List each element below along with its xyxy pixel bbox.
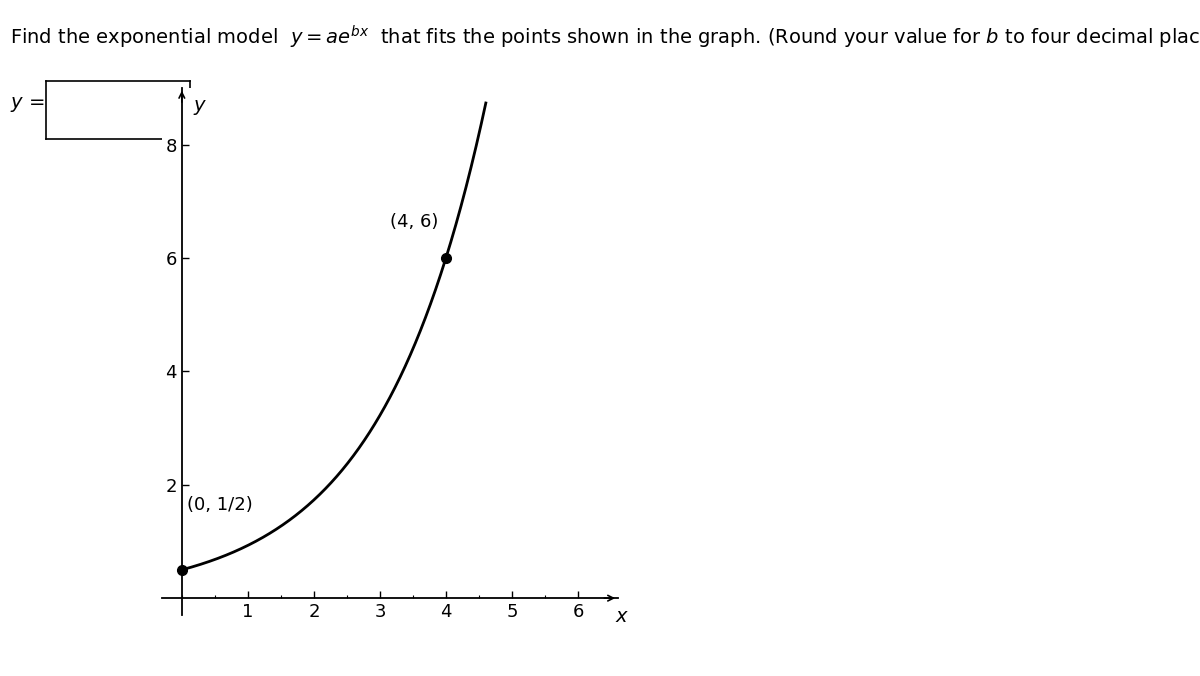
Text: (0, 1/2): (0, 1/2)	[187, 496, 253, 514]
Text: $y$ =: $y$ =	[10, 95, 44, 114]
Text: (4, 6): (4, 6)	[390, 213, 438, 231]
Text: x: x	[616, 606, 628, 626]
Text: Find the exponential model  $y = ae^{bx}$  that fits the points shown in the gra: Find the exponential model $y = ae^{bx}$…	[10, 24, 1200, 51]
Text: y: y	[193, 97, 205, 116]
